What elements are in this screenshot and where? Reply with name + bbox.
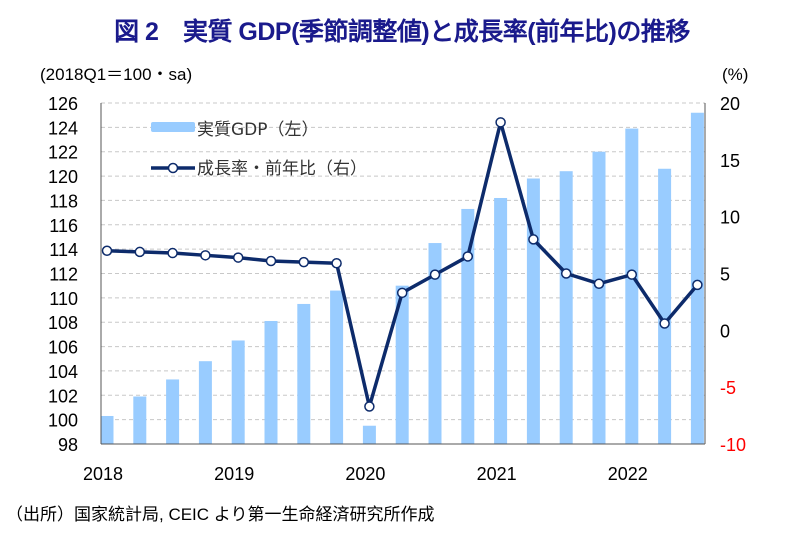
right-tick-label: 5 <box>720 265 730 285</box>
growth-point <box>560 268 572 279</box>
gdp-bar <box>166 379 180 444</box>
gdp-bar <box>330 290 344 444</box>
gdp-bar <box>494 197 508 444</box>
left-tick-label: 100 <box>48 411 78 431</box>
left-tick-label: 118 <box>49 191 78 211</box>
right-tick-label: 10 <box>720 208 740 228</box>
gdp-bar <box>559 171 573 444</box>
left-tick-label: 106 <box>48 338 78 358</box>
growth-point <box>692 279 703 291</box>
left-tick-label: 114 <box>49 240 78 260</box>
growth-point <box>396 287 408 299</box>
growth-point <box>626 269 638 280</box>
x-tick-label: 2020 <box>345 464 385 484</box>
gdp-bar <box>231 340 245 444</box>
gdp-bar <box>428 243 442 444</box>
chart-title: 図 2 実質 GDP(季節調整値)と成長率(前年比)の推移 <box>114 18 690 46</box>
growth-point <box>200 250 211 261</box>
left-tick-label: 98 <box>58 435 78 455</box>
left-tick-label: 104 <box>48 362 78 382</box>
gdp-bar <box>592 151 606 444</box>
growth-point <box>593 278 605 289</box>
x-tick-label: 2021 <box>477 464 517 484</box>
right-tick-label: -10 <box>720 435 746 455</box>
growth-point <box>298 256 310 268</box>
left-tick-label: 112 <box>49 265 78 285</box>
gdp-bar <box>625 128 639 444</box>
left-tick-label: 120 <box>48 167 78 187</box>
growth-point <box>167 247 178 259</box>
growth-point <box>495 117 506 128</box>
right-tick-label: -5 <box>720 378 736 398</box>
x-tick-label: 2018 <box>83 464 123 484</box>
right-tick-label: 0 <box>720 321 730 341</box>
gdp-bar <box>297 303 311 444</box>
legend-bar-swatch <box>151 122 195 132</box>
right-tick-label: 20 <box>720 94 740 114</box>
growth-point <box>462 251 474 262</box>
gdp-bar <box>198 361 212 444</box>
growth-point <box>364 401 375 412</box>
legend-line-marker <box>167 162 179 174</box>
left-tick-label: 108 <box>48 313 78 333</box>
left-axis-label: (2018Q1＝100・sa) <box>40 65 192 84</box>
growth-point <box>134 246 146 258</box>
left-tick-label: 110 <box>49 289 78 309</box>
growth-point <box>429 269 441 280</box>
x-tick-label: 2022 <box>608 464 648 484</box>
gdp-bar <box>658 168 672 444</box>
right-tick-label: 15 <box>720 151 740 171</box>
growth-point <box>265 255 277 267</box>
growth-point <box>528 234 539 245</box>
legend-gdp-label: 実質GDP（左） <box>197 120 319 140</box>
left-tick-label: 122 <box>48 143 78 163</box>
gdp-bar <box>395 285 409 444</box>
left-tick-label: 102 <box>48 386 78 406</box>
left-tick-label: 116 <box>49 216 78 236</box>
x-tick-label: 2019 <box>214 464 254 484</box>
gdp-bar <box>690 112 704 444</box>
gdp-bar <box>264 320 278 444</box>
growth-point <box>659 318 670 329</box>
right-axis-label: (%) <box>722 65 748 84</box>
gdp-bar <box>133 396 147 444</box>
growth-point <box>331 258 342 269</box>
left-tick-label: 126 <box>48 94 78 114</box>
gdp-bar <box>100 415 114 444</box>
source-note: （出所）国家統計局, CEIC より第一生命経済研究所作成 <box>6 505 435 524</box>
growth-point <box>232 252 244 263</box>
legend-growth-label: 成長率・前年比（右） <box>197 159 367 179</box>
left-tick-label: 124 <box>48 118 78 138</box>
growth-point <box>101 245 113 257</box>
gdp-bar <box>461 208 475 444</box>
gdp-bar <box>362 425 376 444</box>
